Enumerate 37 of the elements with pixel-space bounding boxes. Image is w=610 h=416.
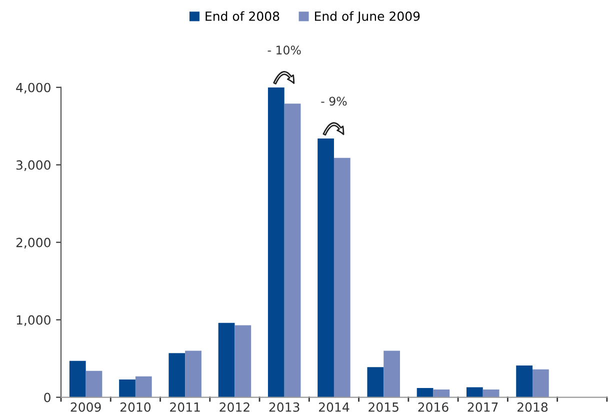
- x-tick-label: 2009: [70, 402, 101, 412]
- y-tick-label: 4,000: [16, 82, 50, 94]
- y-tick-label: 0: [44, 392, 50, 402]
- legend-label: End of 2008: [206, 11, 280, 21]
- bar: [367, 367, 384, 398]
- bar: [284, 104, 301, 398]
- x-tick-label: 2018: [518, 402, 548, 412]
- bar: [318, 138, 334, 398]
- y-tick-label: 1,000: [16, 315, 50, 326]
- legend-label: End of June 2009: [315, 11, 420, 24]
- bar: [234, 325, 252, 398]
- y-tick-label: 2,000: [16, 238, 50, 249]
- x-tick-label: 2012: [220, 402, 250, 412]
- x-tick-label: 2016: [418, 402, 448, 412]
- annotation: - 9%: [321, 96, 347, 106]
- x-tick-label: 2010: [120, 402, 151, 412]
- x-tick-label: 2013: [269, 402, 300, 412]
- bar: [334, 158, 350, 398]
- x-tick-label: 2017: [468, 402, 498, 412]
- bar: [69, 360, 86, 398]
- bar: [384, 350, 400, 398]
- bar: [218, 322, 235, 398]
- bar: [185, 350, 202, 398]
- bar: [516, 366, 532, 398]
- bar: [532, 369, 549, 398]
- bar: [466, 387, 483, 398]
- annotation: - 10%: [268, 46, 301, 55]
- bar: [135, 376, 152, 398]
- bar: [86, 370, 102, 398]
- x-tick-label: 2015: [368, 402, 398, 412]
- x-tick-label: 2014: [318, 402, 350, 412]
- bar: [168, 353, 186, 398]
- bar: [119, 379, 136, 398]
- y-tick-label: 3,000: [16, 160, 50, 172]
- bar: [268, 87, 284, 398]
- x-tick-label: 2011: [170, 402, 200, 412]
- bar: [433, 390, 450, 398]
